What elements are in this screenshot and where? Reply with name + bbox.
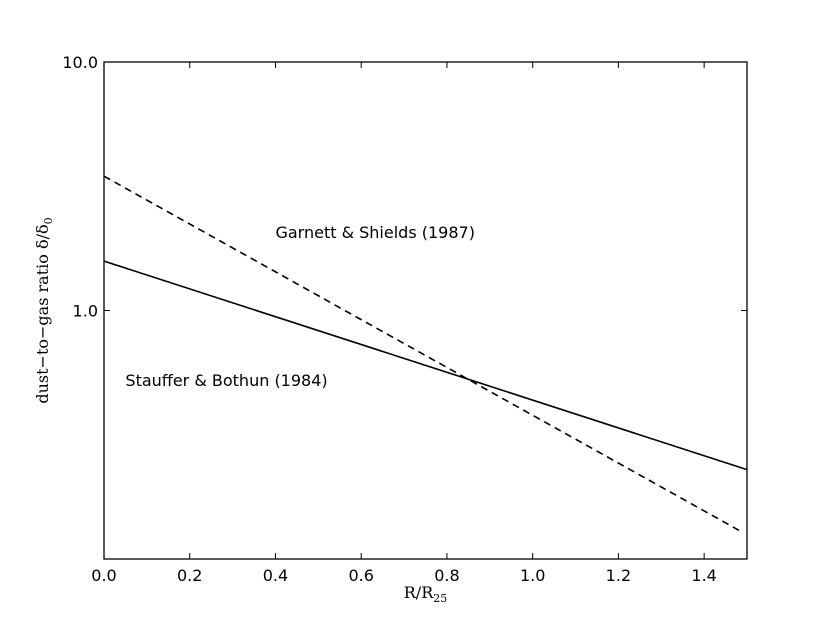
- series-line-solid: [103, 260, 748, 471]
- x-tick-label: 0.0: [91, 566, 116, 585]
- x-tick-label: 0.2: [177, 566, 202, 585]
- annotation-label: Stauffer & Bothun (1984): [125, 371, 327, 390]
- series-line-dashed: [103, 175, 744, 534]
- x-tick-label: 1.4: [691, 566, 716, 585]
- x-tick-label: 0.4: [263, 566, 288, 585]
- x-tick-label: 0.8: [434, 566, 459, 585]
- annotation-label: Garnett & Shields (1987): [275, 223, 475, 242]
- x-tick-label: 0.6: [348, 566, 373, 585]
- y-tick-label: 1.0: [73, 302, 98, 321]
- plot-area: [104, 62, 747, 559]
- y-axis-label: dust−to−gas ratio δ/δ0: [33, 217, 55, 403]
- plot-frame: [103, 61, 748, 560]
- y-tick-label: 10.0: [62, 53, 98, 72]
- x-tick-label: 1.2: [606, 566, 631, 585]
- x-tick-label: 1.0: [520, 566, 545, 585]
- x-axis-label: R/R25: [404, 583, 447, 605]
